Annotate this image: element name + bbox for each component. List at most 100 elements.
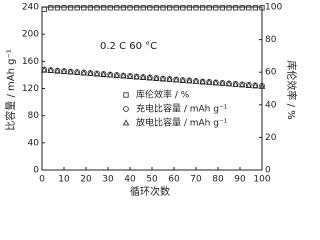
data-point: [94, 5, 100, 11]
x-tick-label: 80: [212, 175, 224, 185]
data-point: [147, 5, 153, 11]
x-tick-label: 20: [80, 175, 92, 185]
data-point: [41, 6, 47, 13]
chart: 循环次数 比容量 / mAh g⁻¹ 库伦效率 / % 0.2 C 60 °C …: [4, 3, 298, 199]
data-point: [127, 5, 133, 11]
y-tick-label: 200: [22, 30, 39, 40]
y2-axis-label: 库伦效率 / %: [285, 60, 298, 119]
data-point: [225, 80, 233, 87]
data-point: [166, 75, 173, 82]
data-point: [107, 5, 113, 11]
data-point: [206, 5, 212, 11]
y2-tick-label: 20: [265, 133, 277, 143]
data-point: [219, 5, 225, 11]
data-point: [87, 69, 94, 77]
data-point: [100, 70, 107, 77]
legend-label: 放电比容量 / mAh g⁻¹: [136, 117, 228, 129]
data-point: [212, 79, 220, 86]
data-point: [192, 77, 200, 84]
data-point: [81, 5, 87, 11]
data-point: [246, 5, 252, 11]
data-point: [113, 71, 121, 78]
data-point: [74, 5, 80, 11]
legend-label: 充电比容量 / mAh g⁻¹: [136, 103, 228, 115]
data-point: [205, 78, 213, 85]
y2-tick-label: 60: [265, 68, 277, 78]
x-tick-label: 30: [102, 175, 114, 185]
legend-marker: [123, 92, 129, 98]
data-point: [61, 5, 67, 11]
data-point: [153, 74, 160, 81]
data-point: [67, 68, 74, 75]
data-point: [139, 73, 147, 80]
data-point: [252, 82, 259, 89]
y-tick-label: 80: [28, 111, 40, 121]
y-tick-label: 40: [28, 138, 40, 148]
data-point: [232, 5, 239, 11]
y2-tick-label: 0: [265, 166, 271, 176]
y-axis-label: 比容量 / mAh g⁻¹: [4, 49, 17, 130]
data-point: [146, 74, 154, 81]
data-point: [160, 5, 166, 11]
data-point: [173, 5, 179, 11]
data-point: [232, 80, 239, 87]
data-point: [258, 82, 266, 89]
data-point: [219, 79, 226, 86]
x-tick-label: 90: [234, 175, 246, 185]
plot-frame: [41, 6, 263, 171]
data-point: [60, 68, 68, 75]
annotation: 0.2 C 60 °C: [100, 41, 157, 52]
x-tick-label: 100: [253, 175, 270, 185]
data-point: [239, 5, 245, 11]
data-point: [252, 5, 258, 11]
y-tick-label: 0: [33, 166, 39, 176]
x-tick-label: 60: [168, 175, 180, 185]
data-point: [54, 5, 61, 11]
data-point: [120, 72, 127, 79]
data-point: [199, 5, 206, 11]
y2-tick-label: 80: [265, 35, 277, 45]
data-point: [114, 5, 120, 11]
data-point: [159, 75, 167, 82]
x-axis-label: 循环次数: [130, 185, 170, 198]
data-point: [47, 66, 55, 74]
data-point: [245, 81, 253, 88]
y2-tick-label: 100: [265, 3, 282, 13]
data-point: [186, 5, 192, 11]
data-point: [54, 67, 61, 74]
y-tick-label: 240: [22, 3, 39, 13]
data-point: [101, 5, 107, 11]
data-point: [153, 5, 159, 11]
data-point: [93, 70, 101, 77]
x-tick-label: 70: [190, 175, 202, 185]
data-point: [199, 78, 206, 85]
legend-marker: [122, 119, 130, 126]
data-point: [68, 5, 74, 11]
data-point: [186, 77, 193, 84]
data-point: [213, 5, 219, 11]
data-point: [73, 68, 81, 76]
legend-label: 库伦效率 / %: [136, 89, 190, 101]
y2-tick-label: 40: [265, 100, 277, 110]
data-point: [40, 66, 48, 73]
data-point: [87, 5, 93, 11]
data-point: [133, 5, 140, 11]
data-point: [179, 76, 187, 83]
x-tick-label: 0: [39, 175, 45, 185]
data-point: [259, 5, 265, 11]
data-point: [106, 71, 114, 78]
data-point: [172, 76, 180, 83]
data-point: [48, 5, 54, 11]
data-point: [133, 73, 140, 80]
data-point: [238, 81, 246, 88]
x-tick-label: 50: [146, 175, 158, 185]
x-tick-label: 10: [58, 175, 70, 185]
x-tick-label: 40: [124, 175, 136, 185]
data-point: [226, 5, 232, 11]
data-point: [193, 5, 199, 11]
data-point: [180, 5, 186, 11]
data-point: [120, 5, 126, 11]
y-tick-label: 160: [22, 57, 39, 67]
data-point: [140, 5, 146, 11]
data-point: [166, 5, 173, 11]
